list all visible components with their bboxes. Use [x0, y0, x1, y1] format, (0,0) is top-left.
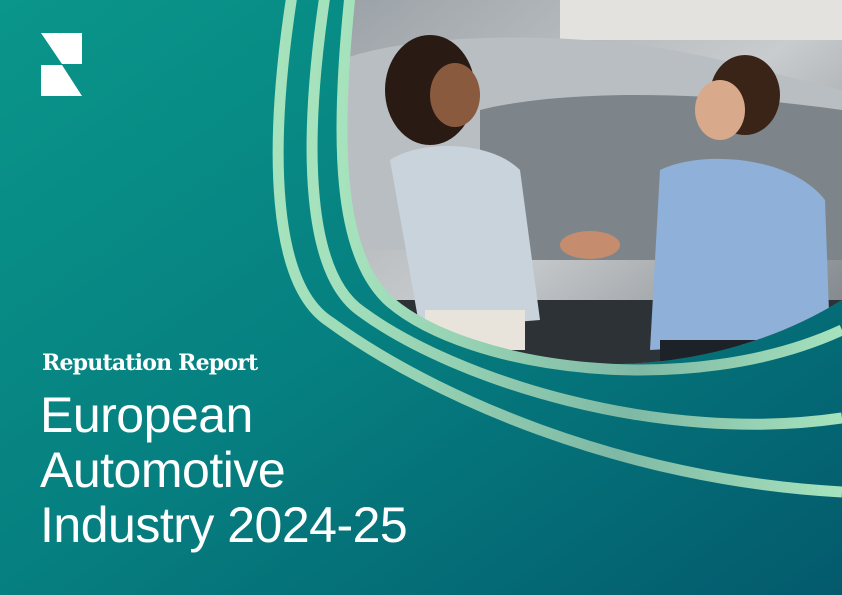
brand-logo-icon — [41, 33, 82, 96]
report-title: European Automotive Industry 2024-25 — [40, 387, 408, 553]
title-line-1: European — [40, 387, 253, 443]
title-line-3: Industry 2024-25 — [40, 497, 408, 553]
title-line-2: Automotive — [40, 442, 286, 498]
cover-photo — [344, 0, 842, 365]
report-eyebrow: Reputation Report — [42, 350, 258, 376]
decorative-stripes — [272, 0, 842, 498]
